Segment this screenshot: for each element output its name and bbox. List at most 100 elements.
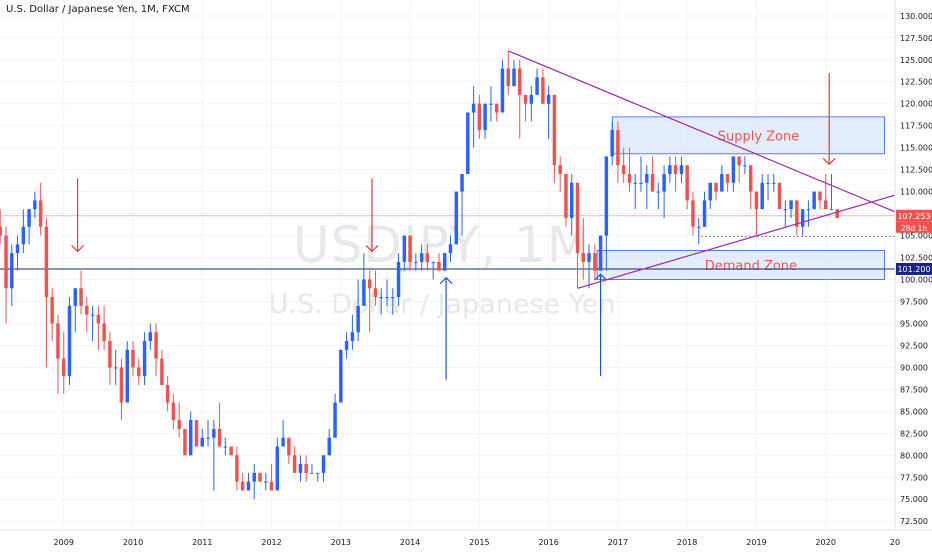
support-level-badge (896, 262, 932, 275)
y-tick-label: 120.000 (900, 100, 932, 109)
watermark-name: U.S. Dollar / Japanese Yen (269, 289, 616, 320)
countdown-badge (896, 221, 932, 233)
candle-body (772, 182, 776, 184)
y-tick-label: 87.500 (900, 385, 928, 394)
y-tick-label: 125.000 (900, 56, 932, 65)
x-tick-label: 2010 (123, 538, 143, 547)
current-price-badge (896, 209, 932, 222)
candle-body (171, 402, 176, 421)
candle-body (188, 420, 193, 456)
candle-body (137, 367, 141, 377)
candle-body (494, 103, 499, 113)
y-tick-label: 72.500 (900, 517, 928, 526)
candle-body (714, 182, 718, 192)
candle-body (252, 472, 256, 482)
candle-body (414, 261, 418, 263)
x-tick-label: 2019 (746, 538, 766, 547)
candle-body (506, 68, 510, 87)
candle-body (44, 226, 49, 298)
y-tick-label: 117.500 (900, 122, 932, 131)
candle-body (344, 341, 349, 350)
candle-body (200, 437, 205, 447)
candle-body (823, 200, 828, 210)
candle-body (0, 226, 2, 236)
arrow-head (71, 244, 85, 253)
candle-body (27, 209, 31, 227)
candle-body (425, 253, 430, 262)
y-tick-label: 105.000 (900, 232, 932, 241)
x-tick-label: 2016 (538, 538, 558, 547)
candle-body (610, 130, 614, 157)
candle-body (408, 235, 412, 262)
zone-label: Demand Zone (705, 259, 797, 274)
candle-body (575, 182, 580, 254)
candle-body (656, 191, 661, 193)
candle-body (154, 332, 158, 359)
candle-body (246, 481, 251, 491)
candle-body (829, 209, 834, 211)
candle-body (702, 200, 707, 227)
x-tick-label: 2009 (54, 538, 74, 547)
candle-body (662, 174, 666, 192)
candle-body (437, 261, 441, 271)
y-tick-label: 130.000 (900, 12, 932, 21)
candle-body (356, 305, 360, 333)
candle-body (90, 314, 95, 316)
y-tick-label: 112.500 (900, 166, 932, 175)
arrow-head (594, 273, 608, 281)
x-tick-label: 2013 (331, 538, 351, 547)
candle-body (310, 472, 314, 474)
candle-body (264, 481, 268, 483)
candle-body (148, 332, 153, 342)
candle-body (529, 94, 534, 104)
candle-body (4, 235, 8, 289)
candle-body (79, 288, 83, 306)
candle-body (33, 200, 37, 210)
y-tick-label: 122.500 (900, 78, 932, 87)
x-tick-label: 2020 (816, 538, 836, 547)
candle-body (523, 94, 528, 104)
candle-body (760, 182, 764, 210)
candle-body (460, 174, 464, 192)
candle-body (512, 68, 516, 87)
candle-body (673, 165, 678, 175)
candle-body (125, 349, 129, 403)
candle-body (454, 191, 459, 245)
candle-body (737, 156, 741, 166)
y-tick-label: 85.000 (900, 407, 928, 416)
candle-body (333, 402, 337, 438)
x-tick-label: 2011 (192, 538, 212, 547)
candle-body (754, 191, 759, 210)
candle-body (402, 235, 407, 262)
candle-body (725, 174, 730, 183)
candle-body (541, 77, 545, 104)
candle-body (113, 367, 118, 369)
candle-body (292, 455, 297, 473)
candle-body (327, 437, 331, 456)
candle-body (269, 481, 274, 491)
y-tick-label: 97.500 (900, 297, 928, 306)
support-level-label: 101.200 (897, 265, 930, 274)
candle-body (569, 182, 574, 218)
candle-body (367, 279, 372, 289)
candle-body (685, 165, 689, 201)
candle-body (783, 209, 788, 211)
candle-body (720, 174, 724, 192)
candle-body (96, 314, 101, 324)
candle-body (679, 165, 684, 175)
candle-body (304, 464, 308, 473)
candle-body (235, 455, 239, 482)
candle-body (217, 428, 222, 447)
y-tick-label: 127.500 (900, 34, 932, 43)
arrow-head (439, 276, 453, 285)
candle-body (160, 358, 164, 385)
candle-body (119, 367, 124, 403)
chart-header-title: U.S. Dollar / Japanese Yen, 1M, FXCM (6, 4, 190, 15)
candle-body (61, 358, 66, 377)
candle-body (350, 332, 355, 342)
watermark-symbol: USDJPY, 1M (293, 216, 591, 274)
candle-body (633, 182, 637, 184)
candle-body (812, 191, 816, 210)
